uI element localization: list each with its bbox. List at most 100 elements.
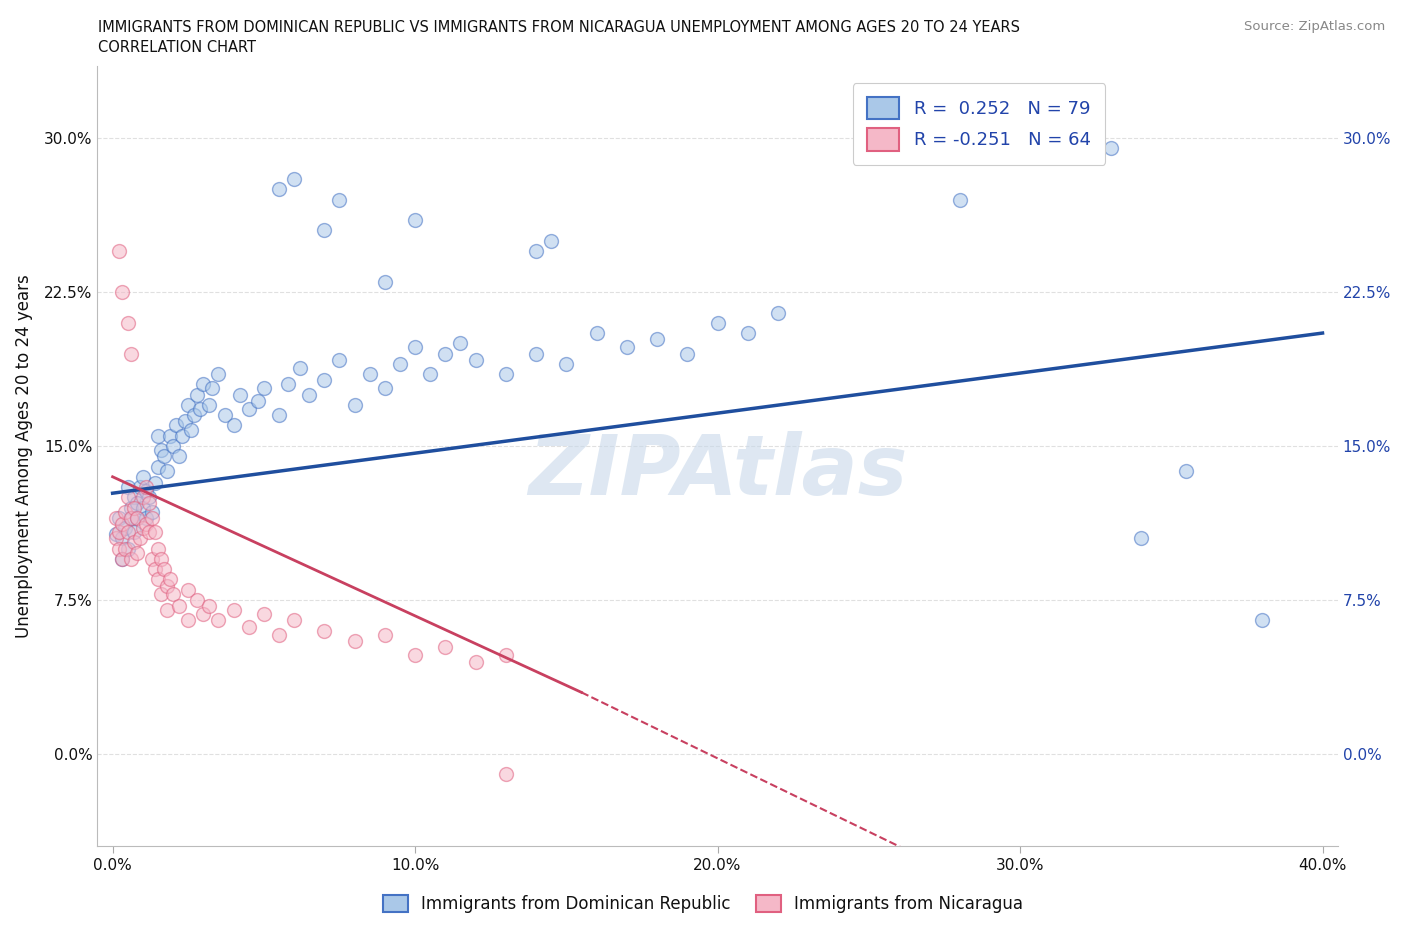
Point <box>111 531 134 546</box>
Point <box>253 607 276 622</box>
Point <box>343 397 366 412</box>
Point <box>404 648 426 663</box>
Text: CORRELATION CHART: CORRELATION CHART <box>98 40 256 55</box>
Point <box>177 613 200 628</box>
Point <box>165 418 187 432</box>
Point <box>198 599 221 614</box>
Point <box>120 511 142 525</box>
Point <box>434 640 457 655</box>
Point <box>464 352 486 367</box>
Point <box>111 551 134 566</box>
Point <box>141 551 163 566</box>
Point <box>135 484 157 498</box>
Point <box>150 443 173 458</box>
Point <box>207 366 229 381</box>
Point <box>434 346 457 361</box>
Point <box>132 521 155 536</box>
Point <box>328 352 350 367</box>
Point <box>122 535 145 550</box>
Point <box>153 562 176 577</box>
Point <box>135 480 157 495</box>
Point <box>706 315 728 330</box>
Point <box>174 414 197 429</box>
Point <box>524 346 547 361</box>
Point <box>419 366 441 381</box>
Point <box>122 500 145 515</box>
Point <box>107 525 129 539</box>
Point <box>540 233 562 248</box>
Point <box>222 603 245 618</box>
Point <box>143 475 166 490</box>
Point <box>374 274 396 289</box>
Point <box>343 633 366 648</box>
Point <box>186 387 208 402</box>
Point <box>404 213 426 228</box>
Point <box>153 449 176 464</box>
Point <box>267 182 290 197</box>
Point <box>1099 140 1122 155</box>
Point <box>374 381 396 396</box>
Point <box>222 418 245 432</box>
Point <box>193 377 215 392</box>
Point <box>645 332 668 347</box>
Point <box>156 463 179 478</box>
Point <box>120 500 142 515</box>
Point <box>114 541 136 556</box>
Point <box>167 599 190 614</box>
Point <box>122 490 145 505</box>
Point <box>114 521 136 536</box>
Point <box>238 402 260 417</box>
Point <box>128 480 150 495</box>
Point <box>138 490 160 505</box>
Point <box>328 193 350 207</box>
Text: Source: ZipAtlas.com: Source: ZipAtlas.com <box>1244 20 1385 33</box>
Point <box>283 172 305 187</box>
Point <box>125 511 148 525</box>
Point <box>156 578 179 593</box>
Point <box>238 619 260 634</box>
Point <box>141 511 163 525</box>
Point <box>177 397 200 412</box>
Point <box>449 336 471 351</box>
Point <box>120 511 142 525</box>
Point <box>766 305 789 320</box>
Point <box>107 541 129 556</box>
Point <box>107 244 129 259</box>
Point <box>555 356 578 371</box>
Point <box>183 407 205 422</box>
Point <box>288 361 311 376</box>
Point <box>188 402 211 417</box>
Y-axis label: Unemployment Among Ages 20 to 24 years: Unemployment Among Ages 20 to 24 years <box>15 274 32 638</box>
Point <box>150 551 173 566</box>
Point <box>180 422 202 437</box>
Point <box>138 496 160 511</box>
Text: IMMIGRANTS FROM DOMINICAN REPUBLIC VS IMMIGRANTS FROM NICARAGUA UNEMPLOYMENT AMO: IMMIGRANTS FROM DOMINICAN REPUBLIC VS IM… <box>98 20 1021 35</box>
Point <box>132 470 155 485</box>
Point <box>1251 613 1274 628</box>
Point <box>146 429 169 444</box>
Point <box>135 511 157 525</box>
Point <box>159 572 181 587</box>
Point <box>111 285 134 299</box>
Point <box>172 429 194 444</box>
Point <box>177 582 200 597</box>
Point <box>246 393 269 408</box>
Point <box>1130 531 1153 546</box>
Point <box>616 340 638 355</box>
Point <box>117 480 139 495</box>
Point <box>495 366 517 381</box>
Point <box>120 346 142 361</box>
Point <box>104 531 127 546</box>
Point <box>156 603 179 618</box>
Point <box>359 366 381 381</box>
Point <box>277 377 299 392</box>
Point <box>159 429 181 444</box>
Point <box>524 244 547 259</box>
Point <box>104 526 127 541</box>
Point <box>207 613 229 628</box>
Point <box>314 623 336 638</box>
Point <box>198 397 221 412</box>
Point <box>143 525 166 539</box>
Point <box>107 511 129 525</box>
Point <box>1175 463 1198 478</box>
